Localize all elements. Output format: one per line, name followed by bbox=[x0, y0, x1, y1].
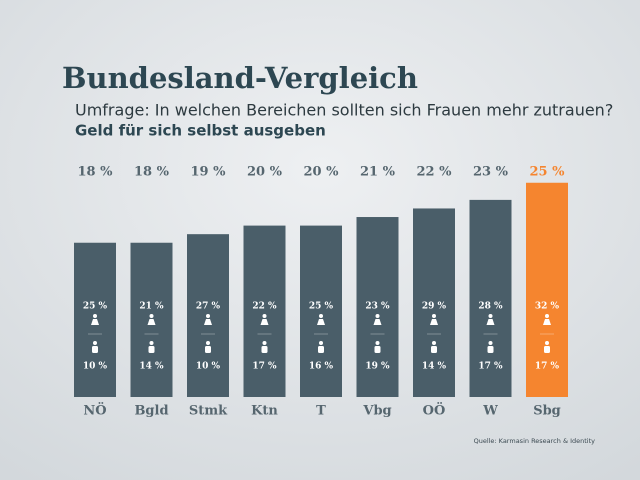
male-label: 17 % bbox=[252, 362, 277, 372]
male-label: 17 % bbox=[535, 362, 560, 372]
person-icon-body bbox=[543, 319, 551, 325]
person-icon-body bbox=[148, 346, 155, 353]
male-label: 14 % bbox=[139, 362, 164, 372]
source: Quelle: Karmasin Research & Identity bbox=[474, 437, 596, 445]
person-icon-head bbox=[93, 341, 97, 345]
person-icon-body bbox=[486, 319, 495, 325]
category-label: NÖ bbox=[83, 402, 106, 419]
person-icon-body bbox=[261, 346, 268, 353]
person-icon-body bbox=[92, 346, 98, 353]
female-label: 21 % bbox=[139, 302, 164, 312]
person-icon-head bbox=[262, 314, 267, 318]
category-label: Sbg bbox=[533, 404, 561, 419]
female-label: 32 % bbox=[535, 302, 560, 312]
person-icon-body bbox=[487, 346, 494, 353]
person-icon-head bbox=[93, 314, 97, 318]
person-icon-body bbox=[373, 319, 382, 325]
person-icon-body bbox=[374, 346, 381, 353]
value-label: 23 % bbox=[473, 165, 509, 180]
category-label: Ktn bbox=[251, 404, 278, 419]
category-label: T bbox=[316, 404, 326, 419]
person-icon-head bbox=[488, 341, 493, 345]
person-icon-head bbox=[488, 314, 493, 318]
person-icon-head bbox=[149, 341, 154, 345]
female-label: 25 % bbox=[83, 302, 108, 312]
male-label: 14 % bbox=[422, 362, 447, 372]
value-label: 18 % bbox=[134, 165, 170, 180]
person-icon-head bbox=[432, 341, 436, 345]
person-icon-head bbox=[319, 341, 323, 345]
person-icon-head bbox=[206, 341, 210, 345]
chart-title: Bundesland-Vergleich bbox=[62, 61, 418, 95]
male-label: 16 % bbox=[309, 362, 334, 372]
female-label: 23 % bbox=[365, 302, 390, 312]
person-icon-head bbox=[262, 341, 267, 345]
male-label: 10 % bbox=[83, 362, 108, 372]
person-icon-head bbox=[432, 314, 436, 318]
male-label: 17 % bbox=[478, 362, 503, 372]
male-label: 19 % bbox=[365, 362, 390, 372]
value-label: 20 % bbox=[247, 165, 283, 180]
person-icon-body bbox=[318, 346, 324, 353]
value-label: 18 % bbox=[78, 165, 114, 180]
category-label: W bbox=[482, 404, 498, 419]
value-label: 25 % bbox=[530, 165, 566, 180]
person-icon-head bbox=[206, 314, 210, 318]
person-icon-body bbox=[317, 319, 325, 325]
person-icon-body bbox=[260, 319, 269, 325]
person-icon-body bbox=[544, 346, 550, 353]
female-label: 29 % bbox=[422, 302, 447, 312]
female-label: 25 % bbox=[309, 302, 334, 312]
category-label: Vbg bbox=[362, 404, 391, 419]
person-icon-head bbox=[149, 314, 154, 318]
female-label: 28 % bbox=[478, 302, 503, 312]
bar bbox=[243, 225, 286, 397]
person-icon-body bbox=[91, 319, 99, 325]
value-label: 19 % bbox=[191, 165, 227, 180]
bar bbox=[526, 182, 568, 397]
category-label: OÖ bbox=[423, 402, 446, 419]
value-label: 22 % bbox=[417, 165, 453, 180]
bar bbox=[469, 199, 512, 397]
female-label: 22 % bbox=[252, 302, 277, 312]
female-label: 27 % bbox=[196, 302, 221, 312]
bar bbox=[356, 217, 399, 397]
value-label: 20 % bbox=[304, 165, 340, 180]
bar bbox=[300, 225, 342, 397]
question: Geld für sich selbst ausgeben bbox=[75, 122, 326, 140]
person-icon-body bbox=[430, 319, 438, 325]
person-icon-body bbox=[147, 319, 156, 325]
value-label: 21 % bbox=[360, 165, 396, 180]
person-icon-head bbox=[375, 314, 380, 318]
person-icon-head bbox=[319, 314, 323, 318]
person-icon-head bbox=[545, 341, 549, 345]
person-icon-head bbox=[375, 341, 380, 345]
person-icon-body bbox=[205, 346, 211, 353]
person-icon-head bbox=[545, 314, 549, 318]
person-icon-body bbox=[431, 346, 437, 353]
subtitle: Umfrage: In welchen Bereichen sollten si… bbox=[75, 101, 613, 120]
person-icon-body bbox=[204, 319, 212, 325]
male-label: 10 % bbox=[196, 362, 221, 372]
bar bbox=[413, 208, 455, 397]
category-label: Stmk bbox=[189, 404, 228, 419]
category-label: Bgld bbox=[134, 404, 168, 419]
